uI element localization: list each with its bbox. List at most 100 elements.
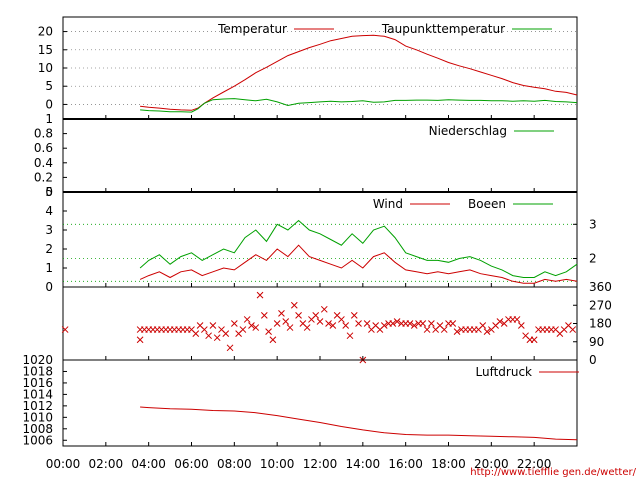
wind-direction-marker <box>273 320 281 327</box>
wind-direction-marker <box>479 322 487 329</box>
wind-direction-marker <box>316 318 324 325</box>
wind-direction-marker <box>278 310 285 317</box>
wind-direction-marker <box>205 332 212 340</box>
wind-direction-marker <box>260 312 268 319</box>
y-tick-label: 0 <box>45 185 53 199</box>
wind-direction-marker <box>380 322 388 329</box>
y-tick-label: 1010 <box>22 410 53 424</box>
series-line-temperatur <box>140 34 578 111</box>
wind-direction-marker <box>329 322 337 329</box>
wind-direction-marker <box>449 320 457 327</box>
x-tick-label: 18:00 <box>431 457 466 471</box>
x-tick-label: 12:00 <box>303 457 338 471</box>
right-tick-label: 3 <box>589 217 597 231</box>
y-tick-label: 2 <box>45 242 53 256</box>
wind-direction-marker <box>226 344 234 352</box>
x-tick-label: 16:00 <box>388 457 423 471</box>
wind-direction-marker <box>393 318 401 325</box>
wind-direction-marker <box>230 320 238 327</box>
wind-direction-marker <box>338 316 345 323</box>
y-tick-label: 0 <box>45 280 53 294</box>
x-tick-label: 22:00 <box>517 457 552 471</box>
x-tick-label: 08:00 <box>217 457 252 471</box>
wind-direction-marker <box>209 322 217 329</box>
credit-text: http://www.tiefflie gen.de/wetter/ <box>470 467 636 478</box>
wind-direction-marker <box>530 336 538 344</box>
series-line-wind <box>139 244 578 284</box>
legend-label: Wind <box>373 197 403 211</box>
right-tick-label: 270 <box>589 298 612 312</box>
right-tick-label: 90 <box>589 335 604 349</box>
x-tick-label: 06:00 <box>174 457 209 471</box>
wind-direction-marker <box>239 326 247 333</box>
wind-direction-marker <box>496 318 504 325</box>
wind-direction-marker <box>200 326 208 333</box>
wind-direction-marker <box>265 328 272 335</box>
wind-direction-marker <box>423 326 431 333</box>
y-tick-label: 0.6 <box>34 141 53 155</box>
wind-direction-marker <box>286 324 294 331</box>
y-tick-label: 1016 <box>22 376 53 390</box>
y-tick-label: 5 <box>45 79 53 93</box>
wind-direction-marker <box>222 330 230 337</box>
y-tick-label: 1008 <box>22 422 53 436</box>
y-tick-label: 1020 <box>22 353 53 367</box>
wind-direction-marker <box>282 318 290 325</box>
y-tick-label: 15 <box>38 43 53 57</box>
y-tick-label: 1018 <box>22 364 53 378</box>
y-tick-label: 1006 <box>22 433 53 447</box>
wind-direction-marker <box>269 336 277 344</box>
right-tick-label: 180 <box>589 317 612 331</box>
y-tick-label: 0 <box>45 97 53 111</box>
y-tick-label: 3 <box>45 223 53 237</box>
wind-direction-marker <box>295 312 302 319</box>
wind-direction-marker <box>303 324 311 331</box>
series-line-boeen <box>139 219 578 278</box>
right-tick-label: 2 <box>589 252 597 266</box>
x-tick-label: 10:00 <box>260 457 295 471</box>
y-tick-label: 4 <box>45 204 53 218</box>
wind-direction-marker <box>355 320 362 327</box>
wind-direction-marker <box>342 322 350 329</box>
wind-direction-marker <box>410 322 418 329</box>
wind-direction-marker <box>513 316 521 323</box>
x-tick-label: 00:00 <box>46 457 81 471</box>
legend-label: Taupunkttemperatur <box>381 22 505 36</box>
legend-label: Niederschlag <box>429 124 507 138</box>
wind-direction-marker <box>569 326 577 333</box>
legend-label: Boeen <box>468 197 506 211</box>
wind-direction-marker <box>389 320 397 327</box>
y-tick-label: 10 <box>38 61 53 75</box>
legend-label: Luftdruck <box>475 365 532 379</box>
wind-direction-marker <box>428 320 435 327</box>
y-tick-label: 1 <box>45 112 53 126</box>
wind-direction-marker <box>346 332 354 340</box>
series-line-luftdruck <box>140 406 578 441</box>
y-tick-label: 5 <box>45 185 53 199</box>
y-tick-label: 20 <box>38 25 53 39</box>
x-tick-label: 02:00 <box>89 457 124 471</box>
wind-direction-marker <box>325 320 332 327</box>
wind-direction-marker <box>243 316 251 323</box>
series-line-taupunkttemperatur <box>140 98 578 113</box>
wind-direction-marker <box>312 312 320 319</box>
wind-direction-marker <box>290 301 298 309</box>
legend-label: Temperatur <box>217 22 287 36</box>
wind-direction-marker <box>350 312 358 319</box>
wind-direction-marker <box>136 336 144 344</box>
right-tick-label: 0 <box>589 353 597 367</box>
wind-direction-marker <box>248 322 255 329</box>
panel-frame-wind_direction <box>62 286 578 361</box>
y-tick-label: 1012 <box>22 399 53 413</box>
wind-direction-marker <box>419 320 427 327</box>
wind-direction-marker <box>453 328 461 335</box>
y-tick-label: 0.8 <box>34 127 53 141</box>
y-tick-label: 1014 <box>22 387 53 401</box>
wind-direction-marker <box>440 326 448 333</box>
wind-direction-marker <box>483 328 491 335</box>
wind-direction-marker <box>256 291 264 299</box>
y-tick-label: 1 <box>45 261 53 275</box>
wind-direction-marker <box>192 330 200 337</box>
right-tick-label: 360 <box>589 280 612 294</box>
wind-direction-marker <box>363 320 371 327</box>
